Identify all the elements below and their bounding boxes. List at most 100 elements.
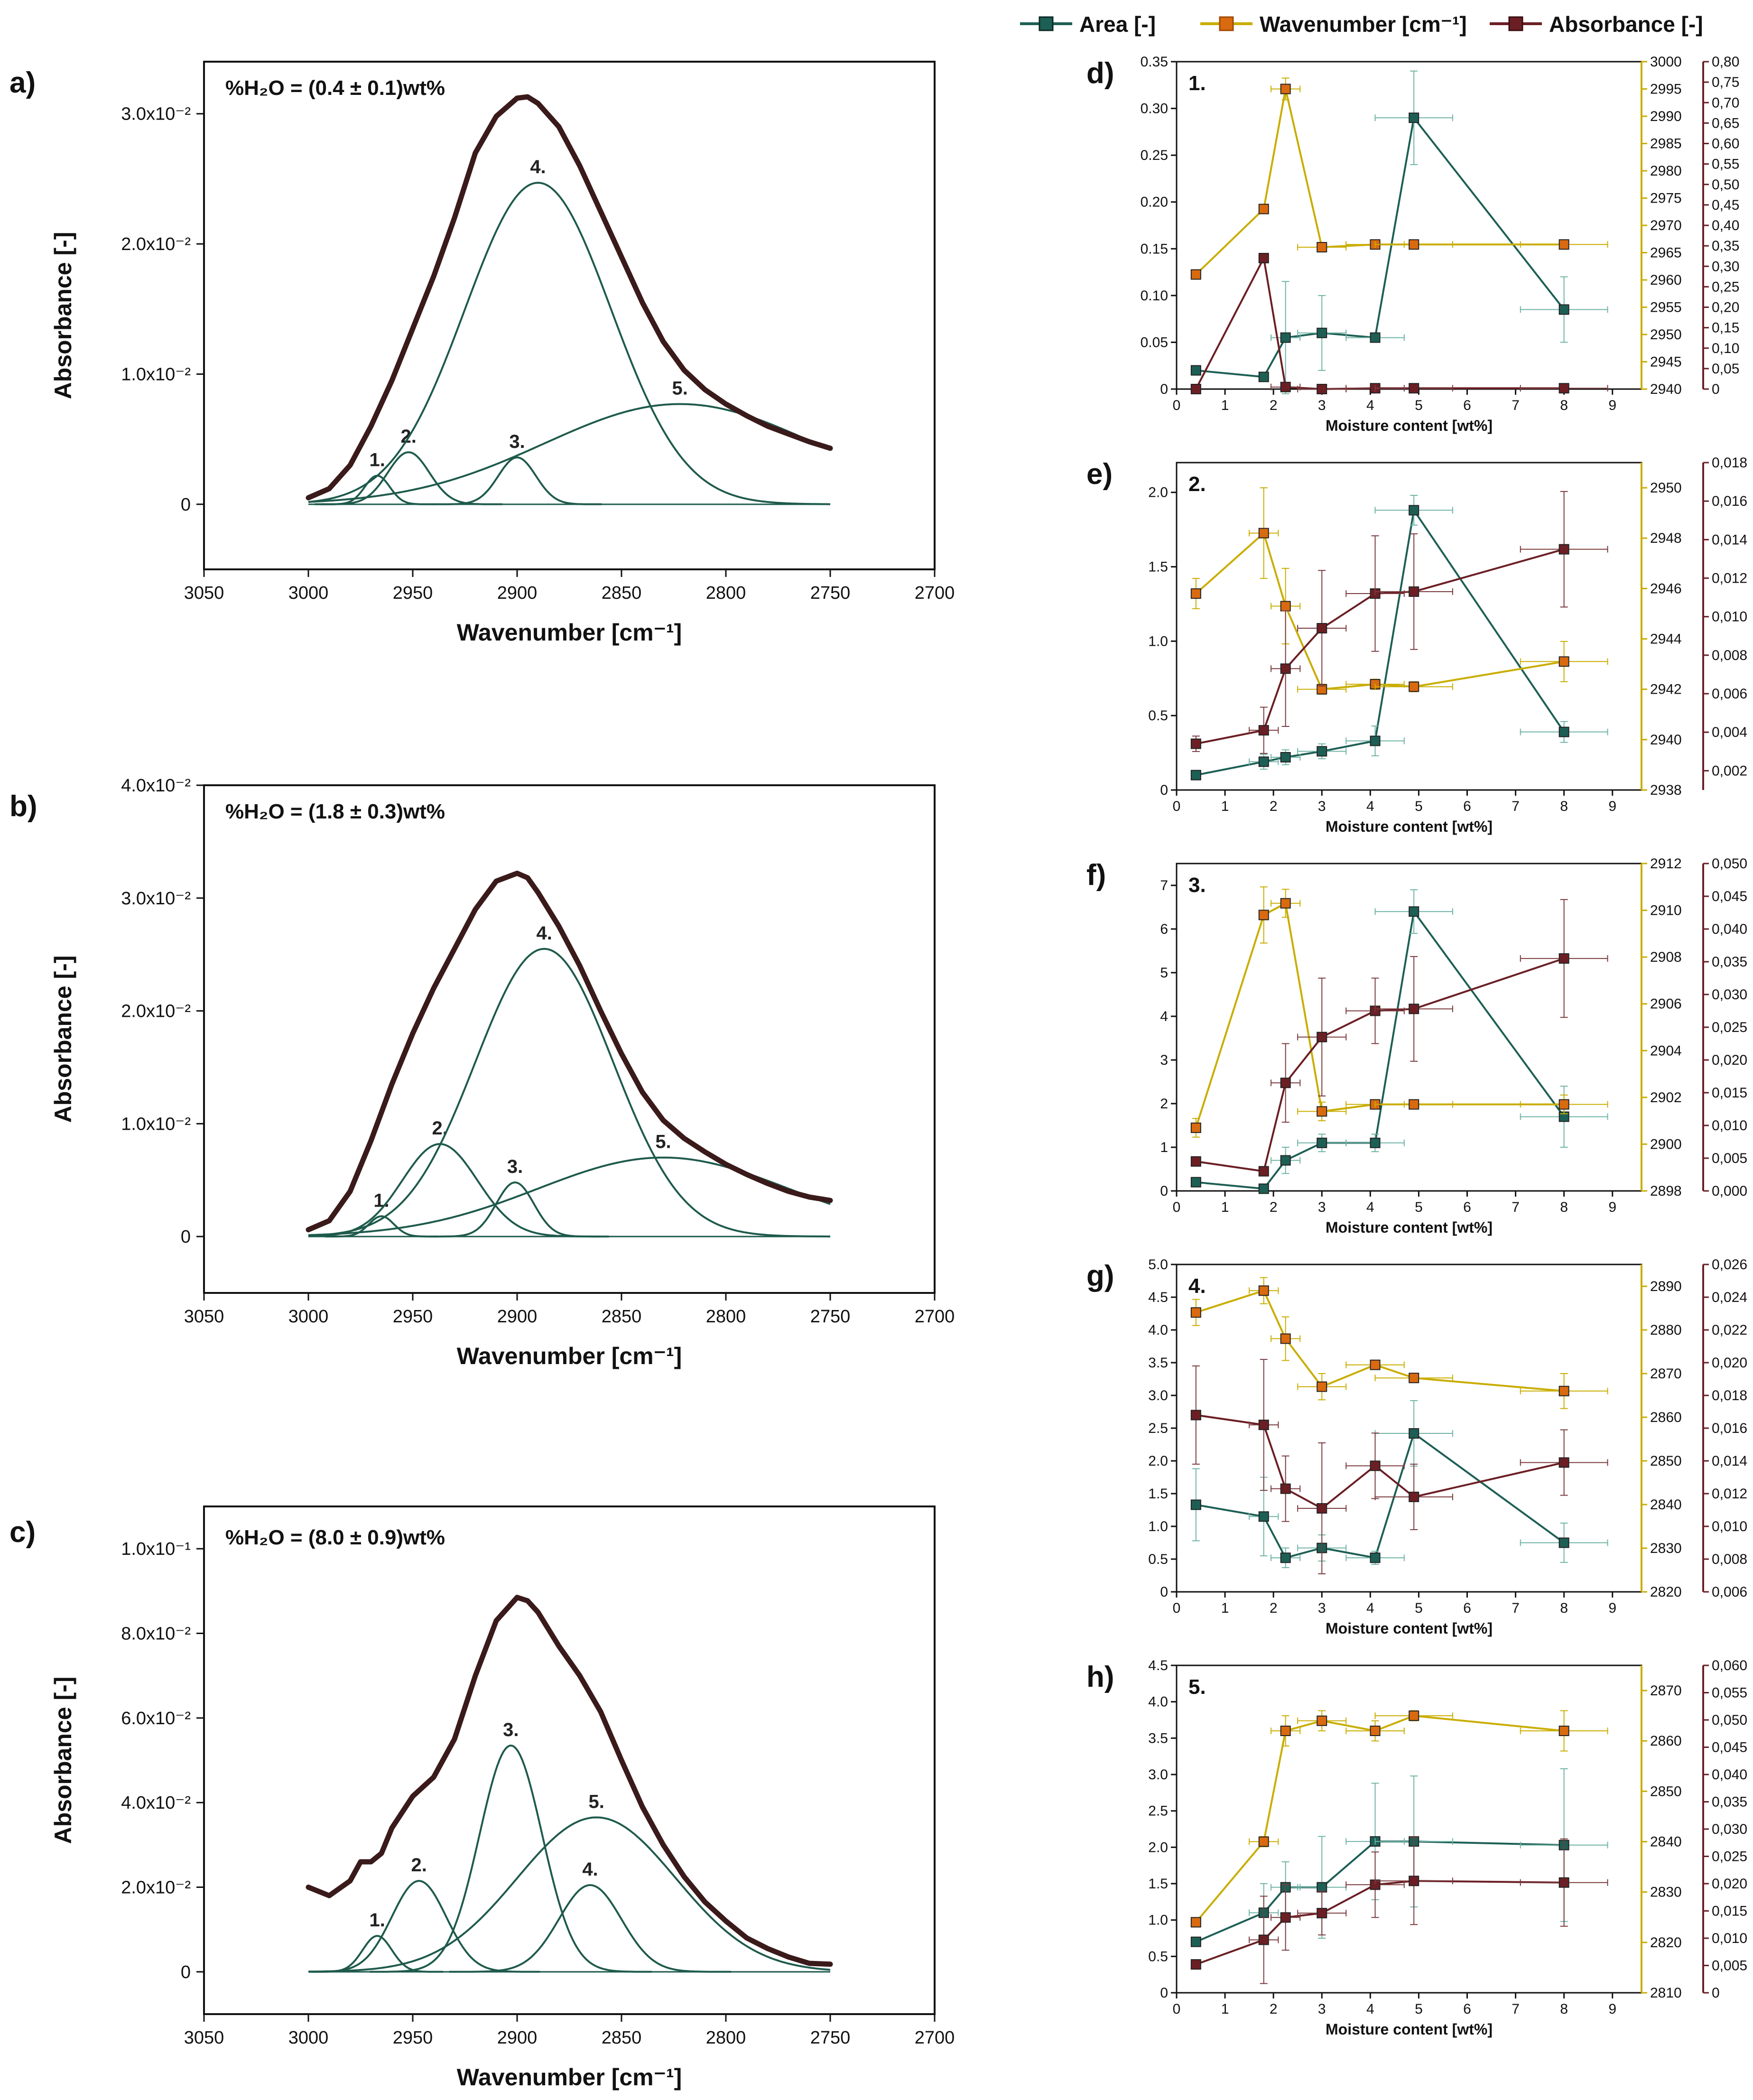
data-point-absorbance xyxy=(1558,544,1569,555)
wavenumber-tick-label: 2880 xyxy=(1650,1322,1682,1338)
area-tick-label: 4.0 xyxy=(1148,1694,1168,1710)
absorbance-tick-label: 0,014 xyxy=(1712,1453,1747,1469)
x-tick-label: 5 xyxy=(1415,398,1423,413)
peak-label-4: 4. xyxy=(582,1859,598,1880)
area-tick-label: 2 xyxy=(1160,1096,1168,1112)
absorbance-tick-label: 0,026 xyxy=(1712,1257,1747,1273)
data-point-absorbance xyxy=(1317,384,1327,394)
area-tick-label: 4.0 xyxy=(1148,1322,1168,1338)
x-tick-label: 5 xyxy=(1415,799,1423,814)
wavenumber-tick-label: 2830 xyxy=(1650,1885,1682,1900)
area-tick-label: 5.0 xyxy=(1148,1257,1168,1273)
data-point-area xyxy=(1280,752,1291,762)
legend-area-marker xyxy=(1039,16,1054,31)
area-tick-label: 1.0 xyxy=(1148,1913,1168,1928)
x-tick-label: 2 xyxy=(1270,398,1278,413)
y-tick-label: 6.0x10⁻² xyxy=(121,1709,191,1728)
panel-letter: g) xyxy=(1086,1260,1114,1292)
data-point-wavenumber xyxy=(1280,84,1291,94)
series-area xyxy=(1190,889,1608,1194)
absorbance-tick-label: 0,025 xyxy=(1712,1849,1747,1865)
series-line-area xyxy=(1196,1431,1565,1559)
absorbance-tick-label: 0,015 xyxy=(1712,1904,1747,1919)
area-tick-label: 0.5 xyxy=(1148,1949,1168,1964)
absorbance-tick-label: 0,015 xyxy=(1712,1085,1747,1101)
wavenumber-tick-label: 2850 xyxy=(1650,1784,1682,1799)
data-point-absorbance xyxy=(1190,1156,1201,1167)
data-point-wavenumber xyxy=(1370,1726,1381,1736)
wavenumber-tick-label: 2990 xyxy=(1650,109,1682,124)
absorbance-tick-label: 0,012 xyxy=(1712,571,1747,586)
wavenumber-tick-label: 3000 xyxy=(1650,54,1682,70)
x-tick-label: 8 xyxy=(1560,1199,1568,1215)
wavenumber-tick-label: 2946 xyxy=(1650,581,1682,596)
y-tick-label: 1.0x10⁻² xyxy=(121,1114,191,1134)
wavenumber-tick-label: 2820 xyxy=(1650,1935,1682,1951)
x-tick-label: 7 xyxy=(1512,1199,1520,1215)
x-tick-label: 3050 xyxy=(184,1307,224,1327)
absorbance-tick-label: 0,25 xyxy=(1712,279,1739,295)
x-tick-label: 7 xyxy=(1512,1600,1520,1616)
y-tick-label: 4.0x10⁻² xyxy=(121,776,191,796)
area-tick-label: 1 xyxy=(1160,1140,1168,1155)
experimental-spectrum xyxy=(306,94,833,501)
y-tick-label: 0 xyxy=(181,1227,191,1247)
wavenumber-tick-label: 2942 xyxy=(1650,682,1682,697)
x-tick-label: 6 xyxy=(1463,799,1471,814)
data-point-wavenumber xyxy=(1317,1715,1327,1726)
absorbance-tick-label: 0,060 xyxy=(1712,1658,1747,1673)
panel-letter: h) xyxy=(1086,1661,1114,1693)
absorbance-tick-label: 0,020 xyxy=(1712,1052,1747,1068)
x-tick-label: 3000 xyxy=(288,2028,329,2048)
x-tick-label: 3050 xyxy=(184,583,224,603)
wavenumber-tick-label: 2890 xyxy=(1650,1279,1682,1294)
spectrum-panel-2: b) %H₂O = (1.8 ± 0.3)wt% 3050 3000 2950 2900 2… xyxy=(9,776,955,1369)
fit-peak-2 xyxy=(308,1143,609,1238)
absorbance-tick-label: 0,010 xyxy=(1712,1118,1747,1134)
x-tick-label: 2850 xyxy=(602,1307,642,1327)
absorbance-tick-label: 0,35 xyxy=(1712,238,1739,254)
x-tick-label: 2850 xyxy=(602,583,642,603)
fit-peak-3 xyxy=(430,1181,600,1238)
x-tick-label: 7 xyxy=(1512,398,1520,413)
x-tick-label: 9 xyxy=(1608,1600,1616,1616)
absorbance-tick-label: 0,045 xyxy=(1712,1740,1747,1756)
x-tick-label: 0 xyxy=(1173,2001,1181,2017)
wavenumber-tick-label: 2860 xyxy=(1650,1410,1682,1425)
data-point-absorbance xyxy=(1190,738,1201,749)
data-point-absorbance xyxy=(1280,663,1291,674)
x-axis-title: Moisture content [wt%] xyxy=(1326,417,1493,434)
absorbance-tick-label: 0,014 xyxy=(1712,532,1747,548)
absorbance-tick-label: 0,005 xyxy=(1712,1958,1747,1974)
legend-absorbance-label: Absorbance [-] xyxy=(1549,12,1703,37)
fit-peak-3 xyxy=(370,1745,652,1973)
x-axis-title: Wavenumber [cm⁻¹] xyxy=(457,619,682,646)
x-tick-label: 2 xyxy=(1270,799,1278,814)
series-area xyxy=(1190,70,1608,394)
data-point-absorbance xyxy=(1409,1491,1419,1502)
area-tick-label: 0 xyxy=(1160,782,1168,798)
data-point-area xyxy=(1370,1137,1381,1148)
data-point-area xyxy=(1258,372,1269,382)
x-tick-label: 6 xyxy=(1463,398,1471,413)
area-tick-label: 2.5 xyxy=(1148,1803,1168,1819)
peak-number: 1. xyxy=(1188,72,1206,95)
absorbance-tick-label: 0,018 xyxy=(1712,1388,1747,1403)
x-tick-label: 8 xyxy=(1560,2001,1568,2017)
area-tick-label: 0 xyxy=(1160,1985,1168,2001)
area-tick-label: 0.05 xyxy=(1141,335,1168,350)
peak-label-1: 1. xyxy=(370,1910,385,1931)
x-tick-label: 3 xyxy=(1318,398,1326,413)
peak-number: 5. xyxy=(1188,1675,1206,1699)
experimental-spectrum xyxy=(306,1595,833,1967)
wavenumber-tick-label: 2950 xyxy=(1650,327,1682,343)
data-point-absorbance xyxy=(1258,1420,1269,1431)
data-point-absorbance xyxy=(1317,1503,1327,1514)
area-tick-label: 0.20 xyxy=(1141,195,1168,210)
wavenumber-tick-label: 2955 xyxy=(1650,300,1682,316)
absorbance-tick-label: 0,45 xyxy=(1712,197,1739,213)
data-point-absorbance xyxy=(1190,1410,1201,1421)
wavenumber-tick-label: 2900 xyxy=(1650,1136,1682,1152)
data-point-area xyxy=(1190,365,1201,376)
